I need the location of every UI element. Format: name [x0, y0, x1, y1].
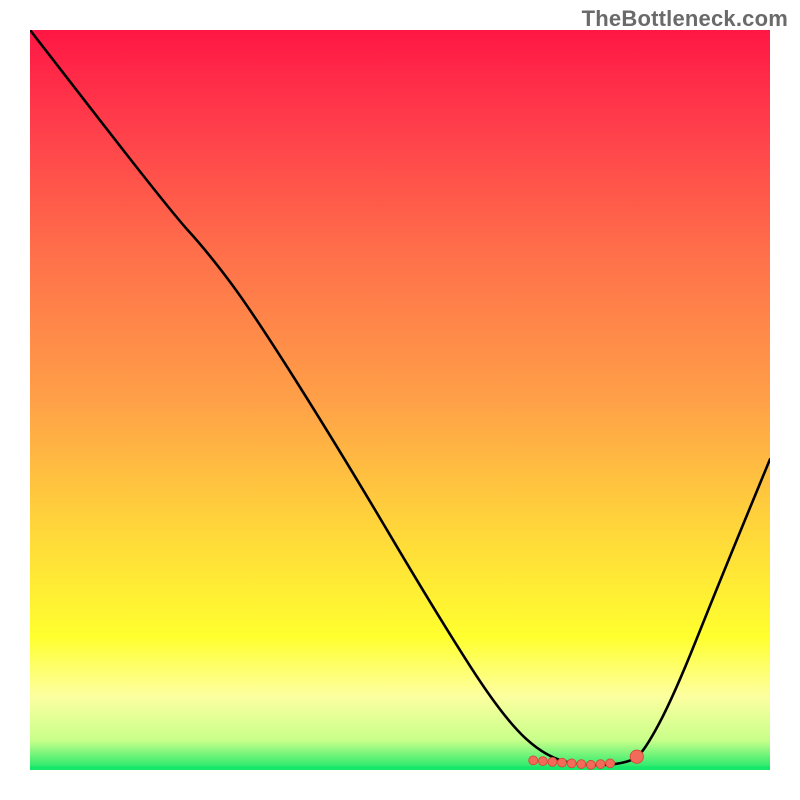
optimal-marker: [558, 758, 567, 767]
watermark: TheBottleneck.com: [582, 6, 788, 32]
optimal-marker: [586, 760, 595, 769]
optimal-marker: [577, 760, 586, 769]
optimal-marker: [548, 757, 557, 766]
optimal-marker: [596, 760, 605, 769]
gradient-background: [30, 30, 770, 770]
optimal-marker: [529, 756, 538, 765]
bottleneck-chart: [30, 30, 770, 770]
optimal-marker: [538, 757, 547, 766]
optimal-marker: [567, 759, 576, 768]
optimal-marker: [606, 759, 615, 768]
optimal-marker: [630, 750, 643, 763]
